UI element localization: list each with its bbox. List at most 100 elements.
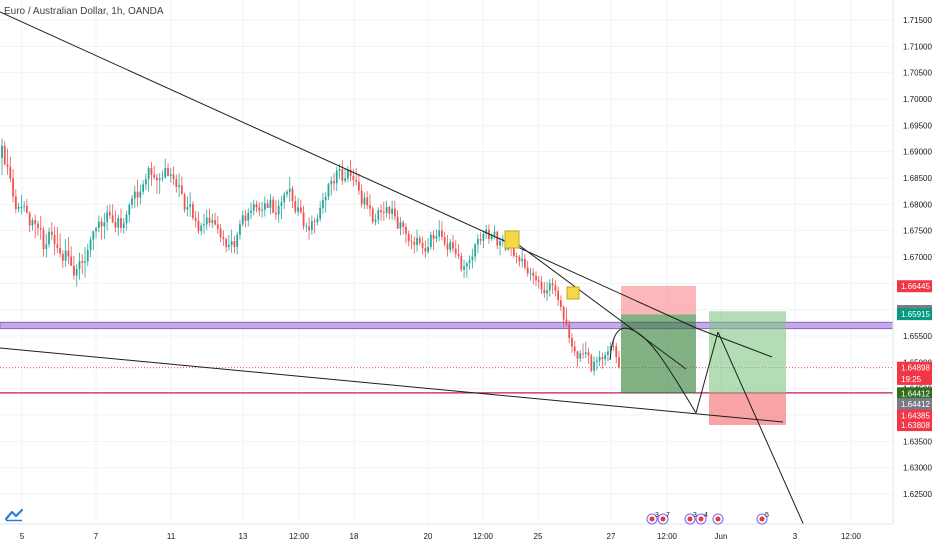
candle: [438, 220, 441, 242]
candle-body: [587, 352, 590, 356]
candle-body: [59, 248, 62, 254]
candle: [310, 215, 313, 235]
event-marker-icon: 3: [646, 512, 659, 525]
candle-body: [485, 229, 488, 234]
event-marker-icon: 7: [657, 512, 670, 525]
candle-body: [211, 220, 214, 223]
candle-body: [283, 194, 286, 203]
price-label-box: [897, 409, 932, 422]
candle-body: [366, 197, 369, 206]
candle: [12, 169, 14, 203]
candle-body: [526, 267, 529, 274]
candle-body: [131, 198, 133, 205]
candle-body: [396, 216, 399, 229]
candle-body: [194, 218, 197, 221]
price-label-box: [897, 308, 932, 321]
candle-body: [435, 236, 438, 239]
candle: [490, 233, 493, 242]
candle-body: [302, 212, 305, 227]
candle-body: [109, 212, 111, 216]
candle: [499, 236, 501, 256]
candle-body: [178, 185, 180, 187]
candle-body: [421, 242, 424, 249]
price-label: 1.64412: [897, 387, 932, 400]
price-tick-label: 1.71500: [903, 16, 932, 25]
candle-body: [598, 357, 601, 361]
price-label-box: [897, 387, 932, 400]
candle: [427, 238, 429, 254]
candle: [172, 166, 175, 185]
candle: [358, 173, 360, 195]
candle-body: [537, 280, 540, 282]
candle: [42, 226, 45, 257]
candle-body: [297, 207, 299, 212]
candle-body: [200, 225, 203, 232]
candle-body: [571, 338, 573, 347]
candle: [496, 230, 499, 250]
candle: [548, 279, 551, 297]
event-marker-count: 3: [655, 512, 659, 519]
candle: [316, 214, 319, 226]
candle: [562, 305, 565, 328]
price-tick-label: 1.67000: [903, 253, 932, 262]
event-marker-count: 3: [693, 512, 697, 519]
candle: [349, 160, 352, 182]
candle: [56, 226, 59, 253]
candle: [319, 201, 322, 222]
candle-body: [374, 219, 377, 222]
candle: [327, 182, 330, 201]
candle: [360, 184, 363, 208]
diagonal-trendline: [511, 239, 687, 370]
candle: [559, 295, 562, 311]
candle: [258, 202, 261, 217]
candle-body: [418, 238, 421, 243]
candle: [92, 230, 95, 251]
candle-body: [341, 169, 344, 181]
candle: [53, 226, 56, 255]
candle: [236, 231, 239, 255]
candle: [161, 170, 164, 182]
price-tick-label: 1.68000: [903, 200, 932, 209]
candle: [291, 185, 294, 209]
candle: [341, 160, 344, 185]
short-stop-zone: [621, 285, 696, 315]
candle: [299, 199, 302, 214]
candle: [37, 220, 39, 236]
candle-body: [266, 203, 269, 209]
candle: [31, 217, 34, 231]
candle: [239, 219, 241, 240]
candle-body: [70, 256, 73, 266]
candle: [203, 213, 205, 234]
candle-body: [380, 210, 382, 213]
candle-body: [258, 207, 261, 211]
candle: [524, 254, 526, 270]
candle: [214, 212, 216, 226]
time-tick-label: 5: [20, 532, 25, 541]
event-marker-dot: [759, 516, 765, 522]
candle-body: [579, 353, 582, 359]
candle-body: [499, 241, 501, 246]
tradingview-logo-icon[interactable]: [5, 508, 23, 522]
candle-body: [294, 201, 297, 212]
candle: [429, 231, 432, 250]
candle-body: [272, 199, 275, 213]
candle-body: [604, 354, 607, 360]
candle: [584, 341, 587, 359]
price-tick-label: 1.71000: [903, 42, 932, 51]
candle-body: [377, 210, 380, 220]
candle-body: [153, 174, 156, 178]
candle: [194, 210, 197, 228]
candle: [333, 172, 335, 191]
candle: [374, 213, 377, 226]
candle-body: [490, 235, 493, 240]
candle-body: [565, 319, 568, 325]
candle-body: [319, 208, 322, 219]
candle-body: [42, 229, 45, 250]
candle-body: [562, 307, 565, 320]
candle-body: [255, 204, 258, 208]
candle-body: [92, 231, 95, 240]
candle: [269, 193, 272, 215]
candle-body: [543, 289, 546, 294]
candle-body: [97, 221, 100, 229]
